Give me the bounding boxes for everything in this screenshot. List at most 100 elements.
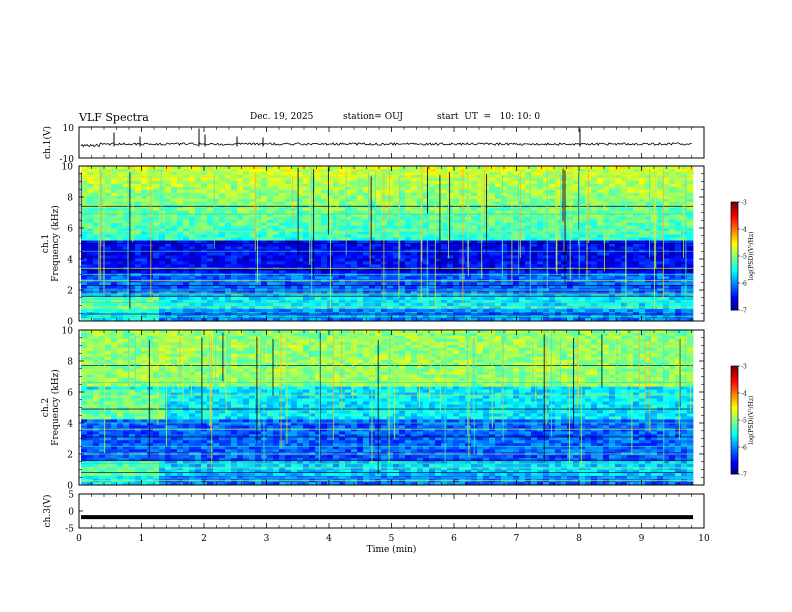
ch1-spectrogram-cell — [345, 189, 352, 194]
ch1-spectrogram-cell — [573, 189, 580, 194]
ch1-spectrogram-cell — [351, 201, 358, 206]
ch1-spectrogram-cell — [345, 219, 352, 224]
ch1-spectrogram-cell — [219, 252, 226, 256]
ch1-spectrogram-cell — [669, 216, 676, 221]
ch1-spectrogram-cell — [243, 171, 250, 176]
ch1-spectrogram-cell — [513, 270, 520, 274]
ch1-spectrogram-cell — [357, 219, 364, 224]
ch1-spectrogram-cell — [351, 252, 358, 256]
ch1-spectrogram-cell — [573, 237, 580, 241]
ch1-spectrogram-cell — [633, 285, 640, 289]
ch1-spectrogram-cell — [153, 264, 160, 268]
ch1-spectrogram-cell — [255, 297, 262, 301]
ch1-spectrogram-cell — [555, 216, 562, 221]
ch1-spectrogram-cell — [441, 231, 448, 235]
ch1-spectrogram-cell — [447, 246, 454, 250]
ch1-spectrogram-cell — [441, 207, 448, 212]
ch1-spectrogram-cell — [573, 261, 580, 265]
ch1-spectrogram-cell — [609, 270, 616, 274]
ch1-spectrogram-cell — [639, 189, 646, 194]
ch1-spectrogram-cell — [483, 264, 490, 268]
ch1-spectrogram-cell — [471, 189, 478, 194]
ch1-spectrogram-cell — [243, 273, 250, 277]
ch1-spectrogram-cell — [555, 300, 562, 304]
ch1-spectrogram-cell — [495, 222, 502, 227]
ch1-spectrogram-cell — [291, 276, 298, 280]
ch1-spectrogram-cell — [537, 201, 544, 206]
ch1-spectrogram-cell — [639, 258, 646, 262]
ch1-spectrogram-cell — [207, 180, 214, 185]
ch1-spectrogram-cell — [243, 285, 250, 289]
ch1-spectrogram-cell — [225, 189, 232, 194]
ch1-spectrogram-cell — [99, 189, 106, 194]
ch1-spectrogram-cell — [153, 303, 160, 307]
ch1-spectrogram-cell — [135, 234, 142, 238]
ch1-spectrogram-cell — [165, 213, 172, 218]
ch1-spectrogram-cell — [153, 219, 160, 224]
ch1-spectrogram-cell — [243, 183, 250, 188]
ch1-spectrogram-cell — [477, 258, 484, 262]
ch1-spectrogram-cell — [363, 213, 370, 218]
ch1-spectrogram-cell — [123, 252, 130, 256]
ch1-spectrogram-cell — [213, 225, 220, 229]
ch1-spectrogram-cell — [297, 261, 304, 265]
ch1-spectrogram-cell — [261, 183, 268, 188]
ch1-spectrogram-cell — [453, 210, 460, 215]
ch1-spectrogram-cell — [573, 210, 580, 215]
ch1-spectrogram-cell — [105, 252, 112, 256]
ch1-spectrogram-cell — [627, 267, 634, 271]
ch1-spectrogram-cell — [543, 285, 550, 289]
ch1-spectrogram-cell — [681, 171, 688, 176]
ch1-spectrogram-cell — [393, 267, 400, 271]
ch1-spectrogram-cell — [495, 246, 502, 250]
ch1-spectrogram-cell — [507, 213, 514, 218]
ch1-spectrogram-cell — [135, 270, 142, 274]
ch1-spectrogram-cell — [645, 189, 652, 194]
ch1-spectrogram-cell — [165, 192, 172, 197]
ch1-spectrogram-cell — [477, 240, 484, 244]
ch1-spectrogram-cell — [681, 300, 688, 304]
ch1-spectrogram-cell — [597, 166, 604, 170]
ch1-spectrogram-cell — [561, 297, 568, 301]
ch1-spectrogram-cell — [141, 303, 148, 307]
ch1-spectrogram-cell — [369, 240, 376, 244]
ch1-spectrogram-cell — [99, 216, 106, 221]
ch1-spectrogram-cell — [99, 264, 106, 268]
ch1-spectrogram-cell — [387, 252, 394, 256]
ch1-spectrogram-cell — [129, 261, 136, 265]
ch1-spectrogram-cell — [339, 243, 346, 247]
ch1-spectrogram-cell — [189, 264, 196, 268]
ch1-spectrogram-cell — [195, 210, 202, 215]
ch1-spectrogram-cell — [147, 180, 154, 185]
ch1-spectrogram-cell — [249, 276, 256, 280]
ch1-spectrogram-cell — [225, 252, 232, 256]
ch1-spectrogram-cell — [369, 192, 376, 197]
ch1-spectrogram-cell — [249, 186, 256, 191]
ch1-spectrogram-cell — [261, 166, 268, 170]
ch1-spectrogram-cell — [159, 216, 166, 221]
ch1-spectrogram-cell — [297, 303, 304, 307]
ch1-spectrogram-cell — [657, 222, 664, 227]
ch1-spectrogram-cell — [525, 186, 532, 191]
ch1-spectrogram-cell — [447, 198, 454, 203]
ch1-spectrogram-cell — [603, 228, 610, 232]
ch1-spectrogram-cell — [399, 285, 406, 289]
ch1-spectrogram-cell — [609, 276, 616, 280]
ch1-spectrogram-cell — [627, 264, 634, 268]
ch1-spectrogram-cell — [189, 219, 196, 224]
ch1-spectrogram-cell — [483, 276, 490, 280]
ch1-spectrogram-cell — [105, 210, 112, 215]
ch1-spectrogram-cell — [525, 255, 532, 259]
ch1-spectrogram-cell — [303, 261, 310, 265]
ch1-spectrogram-cell — [237, 186, 244, 191]
ch1-spectrogram-cell — [417, 210, 424, 215]
ch1-spectrogram-cell — [171, 189, 178, 194]
ch1-spectrogram-cell — [393, 252, 400, 256]
ch1-spectrogram-cell — [255, 186, 262, 191]
ch1-spectrogram-cell — [105, 216, 112, 221]
ch1-spectrogram-cell — [333, 264, 340, 268]
ch1-spectrogram-cell — [591, 192, 598, 197]
ch1-spectrogram-cell — [387, 273, 394, 277]
ch1-spectrogram-cell — [633, 276, 640, 280]
ch1-spectrogram-cell — [603, 276, 610, 280]
